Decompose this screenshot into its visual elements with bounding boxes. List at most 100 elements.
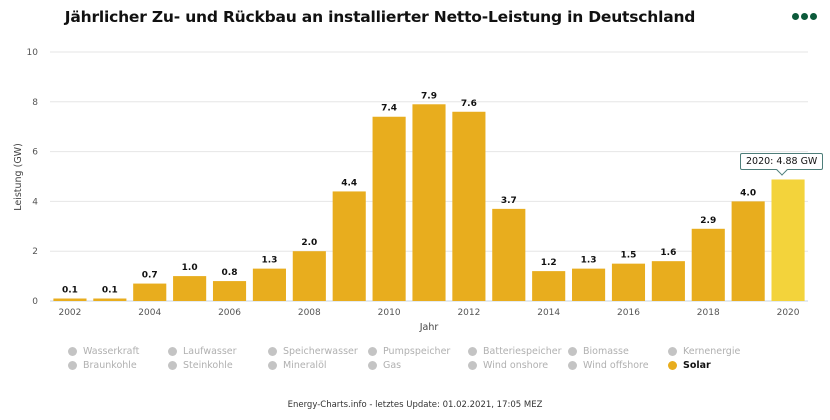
legend-item-braunkohle[interactable]: Braunkohle [68,360,137,371]
legend-label: Gas [383,360,402,371]
data-label: 1.3 [581,256,597,266]
data-label: 1.0 [182,263,198,273]
bar-2012[interactable] [452,111,486,301]
legend-label: Wind offshore [583,360,649,371]
y-tick-label: 2 [32,247,38,257]
legend-item-batteriespeicher[interactable]: Batteriespeicher [468,346,561,357]
legend-item-wind-onshore[interactable]: Wind onshore [468,360,548,371]
legend-label: Kernenergie [683,346,741,357]
tooltip: 2020: 4.88 GW [740,153,824,170]
bar-2015[interactable] [572,268,606,301]
data-label: 1.6 [660,248,676,258]
bar-2020[interactable] [771,179,805,301]
bar-2008[interactable] [292,251,326,301]
x-tick-label: 2018 [697,308,720,318]
legend-item-gas[interactable]: Gas [368,360,401,371]
legend-label: Biomasse [583,346,629,357]
legend-dot-icon [368,347,377,356]
legend-label: Laufwasser [183,346,237,357]
y-tick-label: 10 [27,48,39,58]
legend-item-kernenergie[interactable]: Kernenergie [668,346,740,357]
y-tick-label: 4 [32,197,38,207]
legend-dot-icon [568,347,577,356]
y-axis-title: Leistung (GW) [13,143,24,211]
data-label: 4.0 [740,188,756,198]
legend-item-wasserkraft[interactable]: Wasserkraft [68,346,139,357]
data-label: 7.9 [421,91,437,101]
legend-label: Solar [683,360,711,371]
more-dots-icon[interactable] [792,13,817,20]
bar-2018[interactable] [691,228,725,301]
legend-dot-icon [668,347,677,356]
y-tick-label: 8 [32,98,38,108]
footer-source: Energy-Charts.info - letztes Update: 01.… [287,400,543,410]
legend-label: Wind onshore [483,360,549,371]
x-tick-label: 2010 [378,308,401,318]
bar-2006[interactable] [212,281,247,301]
legend-item-solar[interactable]: Solar [668,360,711,371]
legend-dot-icon [68,361,77,370]
bar-2013[interactable] [492,208,526,301]
bar-2014[interactable] [532,271,566,301]
legend-label: Wasserkraft [83,346,140,357]
legend-label: Braunkohle [83,360,137,371]
legend-item-laufwasser[interactable]: Laufwasser [168,346,237,357]
legend-item-pumpspeicher[interactable]: Pumpspeicher [368,346,450,357]
y-tick-label: 0 [32,297,38,307]
x-tick-label: 2012 [457,308,480,318]
chart-title: Jährlicher Zu- und Rückbau an installier… [64,8,696,26]
bar-2016[interactable] [611,263,646,301]
bar-2019[interactable] [731,201,765,301]
legend-dot-icon [468,347,477,356]
x-tick-label: 2002 [58,308,81,318]
legend-dot-icon [668,361,677,370]
x-tick-label: 2014 [537,308,560,318]
bar-2011[interactable] [412,104,446,301]
legend-dot-icon [568,361,577,370]
x-axis-title: Jahr [419,322,439,333]
data-label: 1.3 [261,256,277,266]
x-tick-label: 2006 [218,308,241,318]
data-label: 7.6 [461,99,477,109]
legend-dot-icon [68,347,77,356]
data-label: 0.8 [222,268,238,278]
legend-item-biomasse[interactable]: Biomasse [568,346,629,357]
legend-label: Mineralöl [283,360,327,371]
bar-2004[interactable] [133,283,167,301]
data-label: 0.1 [102,286,118,296]
legend-label: Steinkohle [183,360,233,371]
data-label: 0.1 [62,286,78,296]
legend-item-wind-offshore[interactable]: Wind offshore [568,360,649,371]
data-label: 1.2 [541,258,557,268]
x-tick-label: 2004 [138,308,161,318]
legend-dot-icon [268,347,277,356]
bar-2010[interactable] [372,116,406,302]
legend-item-steinkohle[interactable]: Steinkohle [168,360,233,371]
data-label: 0.7 [142,271,158,281]
legend-dot-icon [468,361,477,370]
x-tick-label: 2008 [298,308,321,318]
bar-2003[interactable] [93,298,127,301]
legend-label: Speicherwasser [283,346,358,357]
legend-dot-icon [368,361,377,370]
bar-2017[interactable] [651,261,685,301]
x-tick-label: 2016 [617,308,640,318]
x-tick-label: 2020 [777,308,800,318]
bar-2007[interactable] [252,268,286,301]
data-label: 2.0 [301,238,317,248]
legend-label: Pumpspeicher [383,346,451,357]
data-label: 1.5 [620,251,636,261]
bar-2005[interactable] [173,276,207,301]
y-tick-label: 6 [32,148,38,158]
legend-dot-icon [168,361,177,370]
data-label: 3.7 [501,196,517,206]
data-label: 7.4 [381,104,397,114]
legend-label: Batteriespeicher [483,346,562,357]
bar-2002[interactable] [53,298,87,301]
legend-dot-icon [268,361,277,370]
bar-2009[interactable] [332,191,366,301]
legend-item-speicherwasser[interactable]: Speicherwasser [268,346,358,357]
data-label: 4.4 [341,178,357,188]
legend-item-mineral-l[interactable]: Mineralöl [268,360,327,371]
bar-chart: 0.1 0.1 0.7 1.0 0.8 1.3 2.0 4.4 7.4 7.9 7.6 3.7 1.2 1… [13,48,808,333]
